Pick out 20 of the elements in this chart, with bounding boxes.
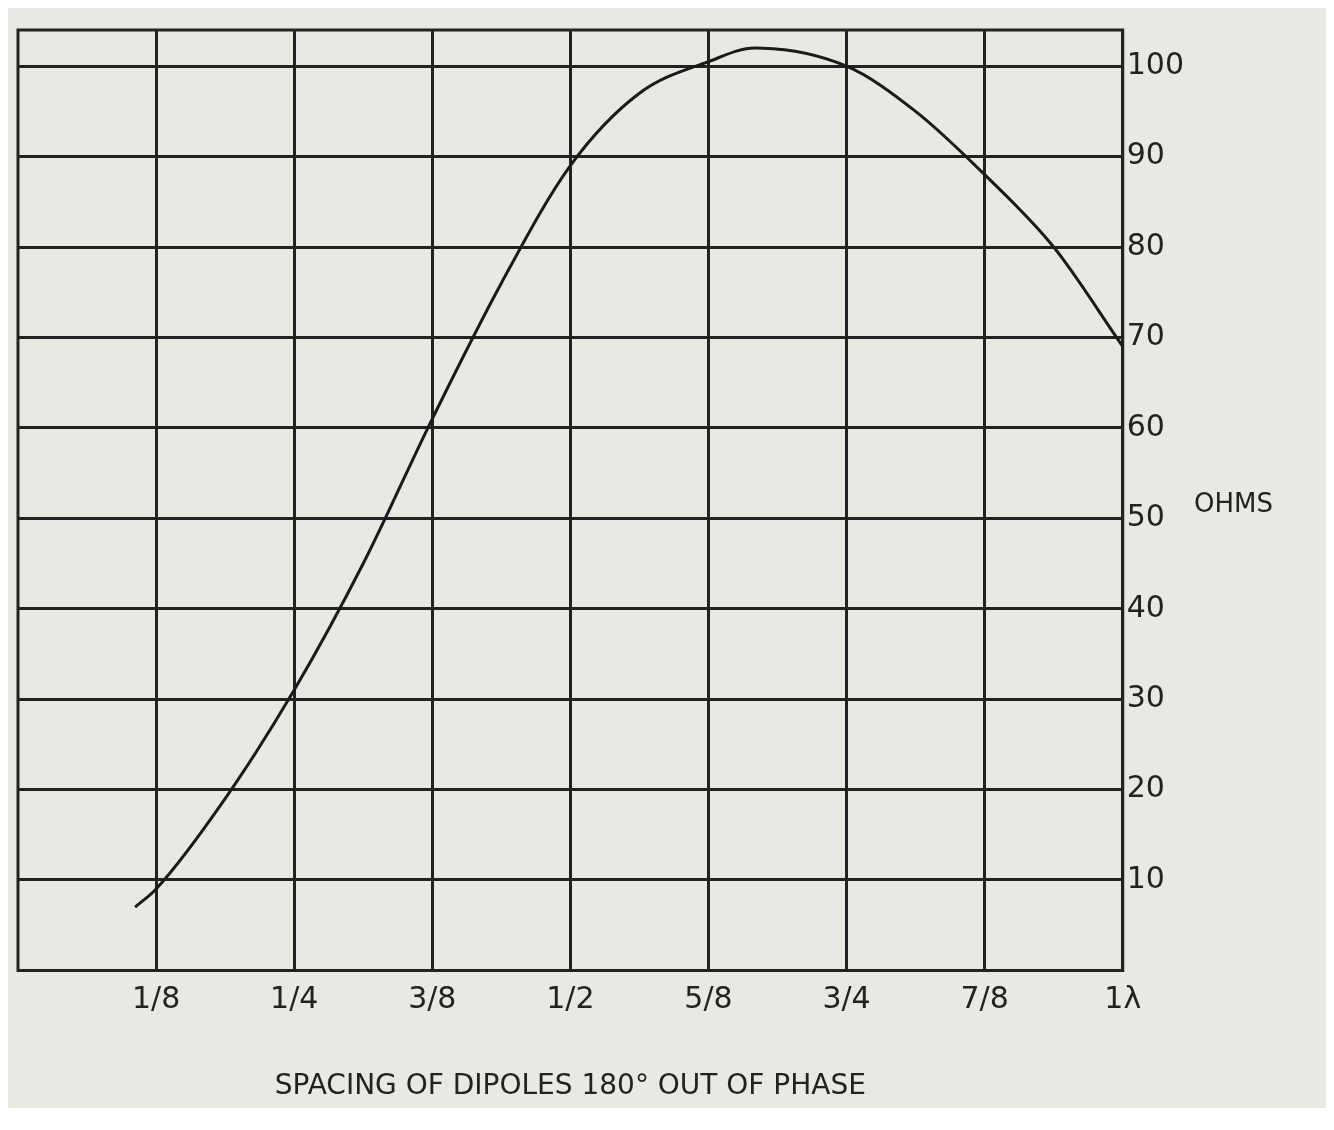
x-tick-label: 1λ: [1104, 980, 1142, 1016]
y-tick-label: 90: [1126, 136, 1165, 172]
y-tick-label: 10: [1126, 859, 1165, 895]
y-tick-label: 20: [1126, 769, 1165, 805]
x-tick-label: 3/4: [822, 980, 871, 1016]
y-tick-label: 30: [1126, 678, 1165, 714]
x-tick-label: 7/8: [960, 980, 1009, 1016]
x-tick-label: 1/8: [131, 980, 181, 1016]
x-tick-label: 3/8: [408, 980, 457, 1016]
y-tick-label: 100: [1126, 45, 1184, 81]
x-axis-title: SPACING OF DIPOLES 180° OUT OF PHASE: [274, 1068, 866, 1102]
x-tick-label: 1/2: [546, 980, 595, 1016]
y-tick-label: 80: [1126, 226, 1165, 262]
y-tick-label: 70: [1126, 317, 1165, 353]
y-tick-label: 50: [1126, 498, 1165, 534]
y-tick-label: 40: [1126, 588, 1165, 624]
y-tick-label: 60: [1126, 407, 1165, 443]
y-axis-title: OHMS: [1194, 488, 1273, 519]
x-tick-label: 1/4: [270, 980, 319, 1016]
x-tick-label: 5/8: [684, 980, 733, 1016]
